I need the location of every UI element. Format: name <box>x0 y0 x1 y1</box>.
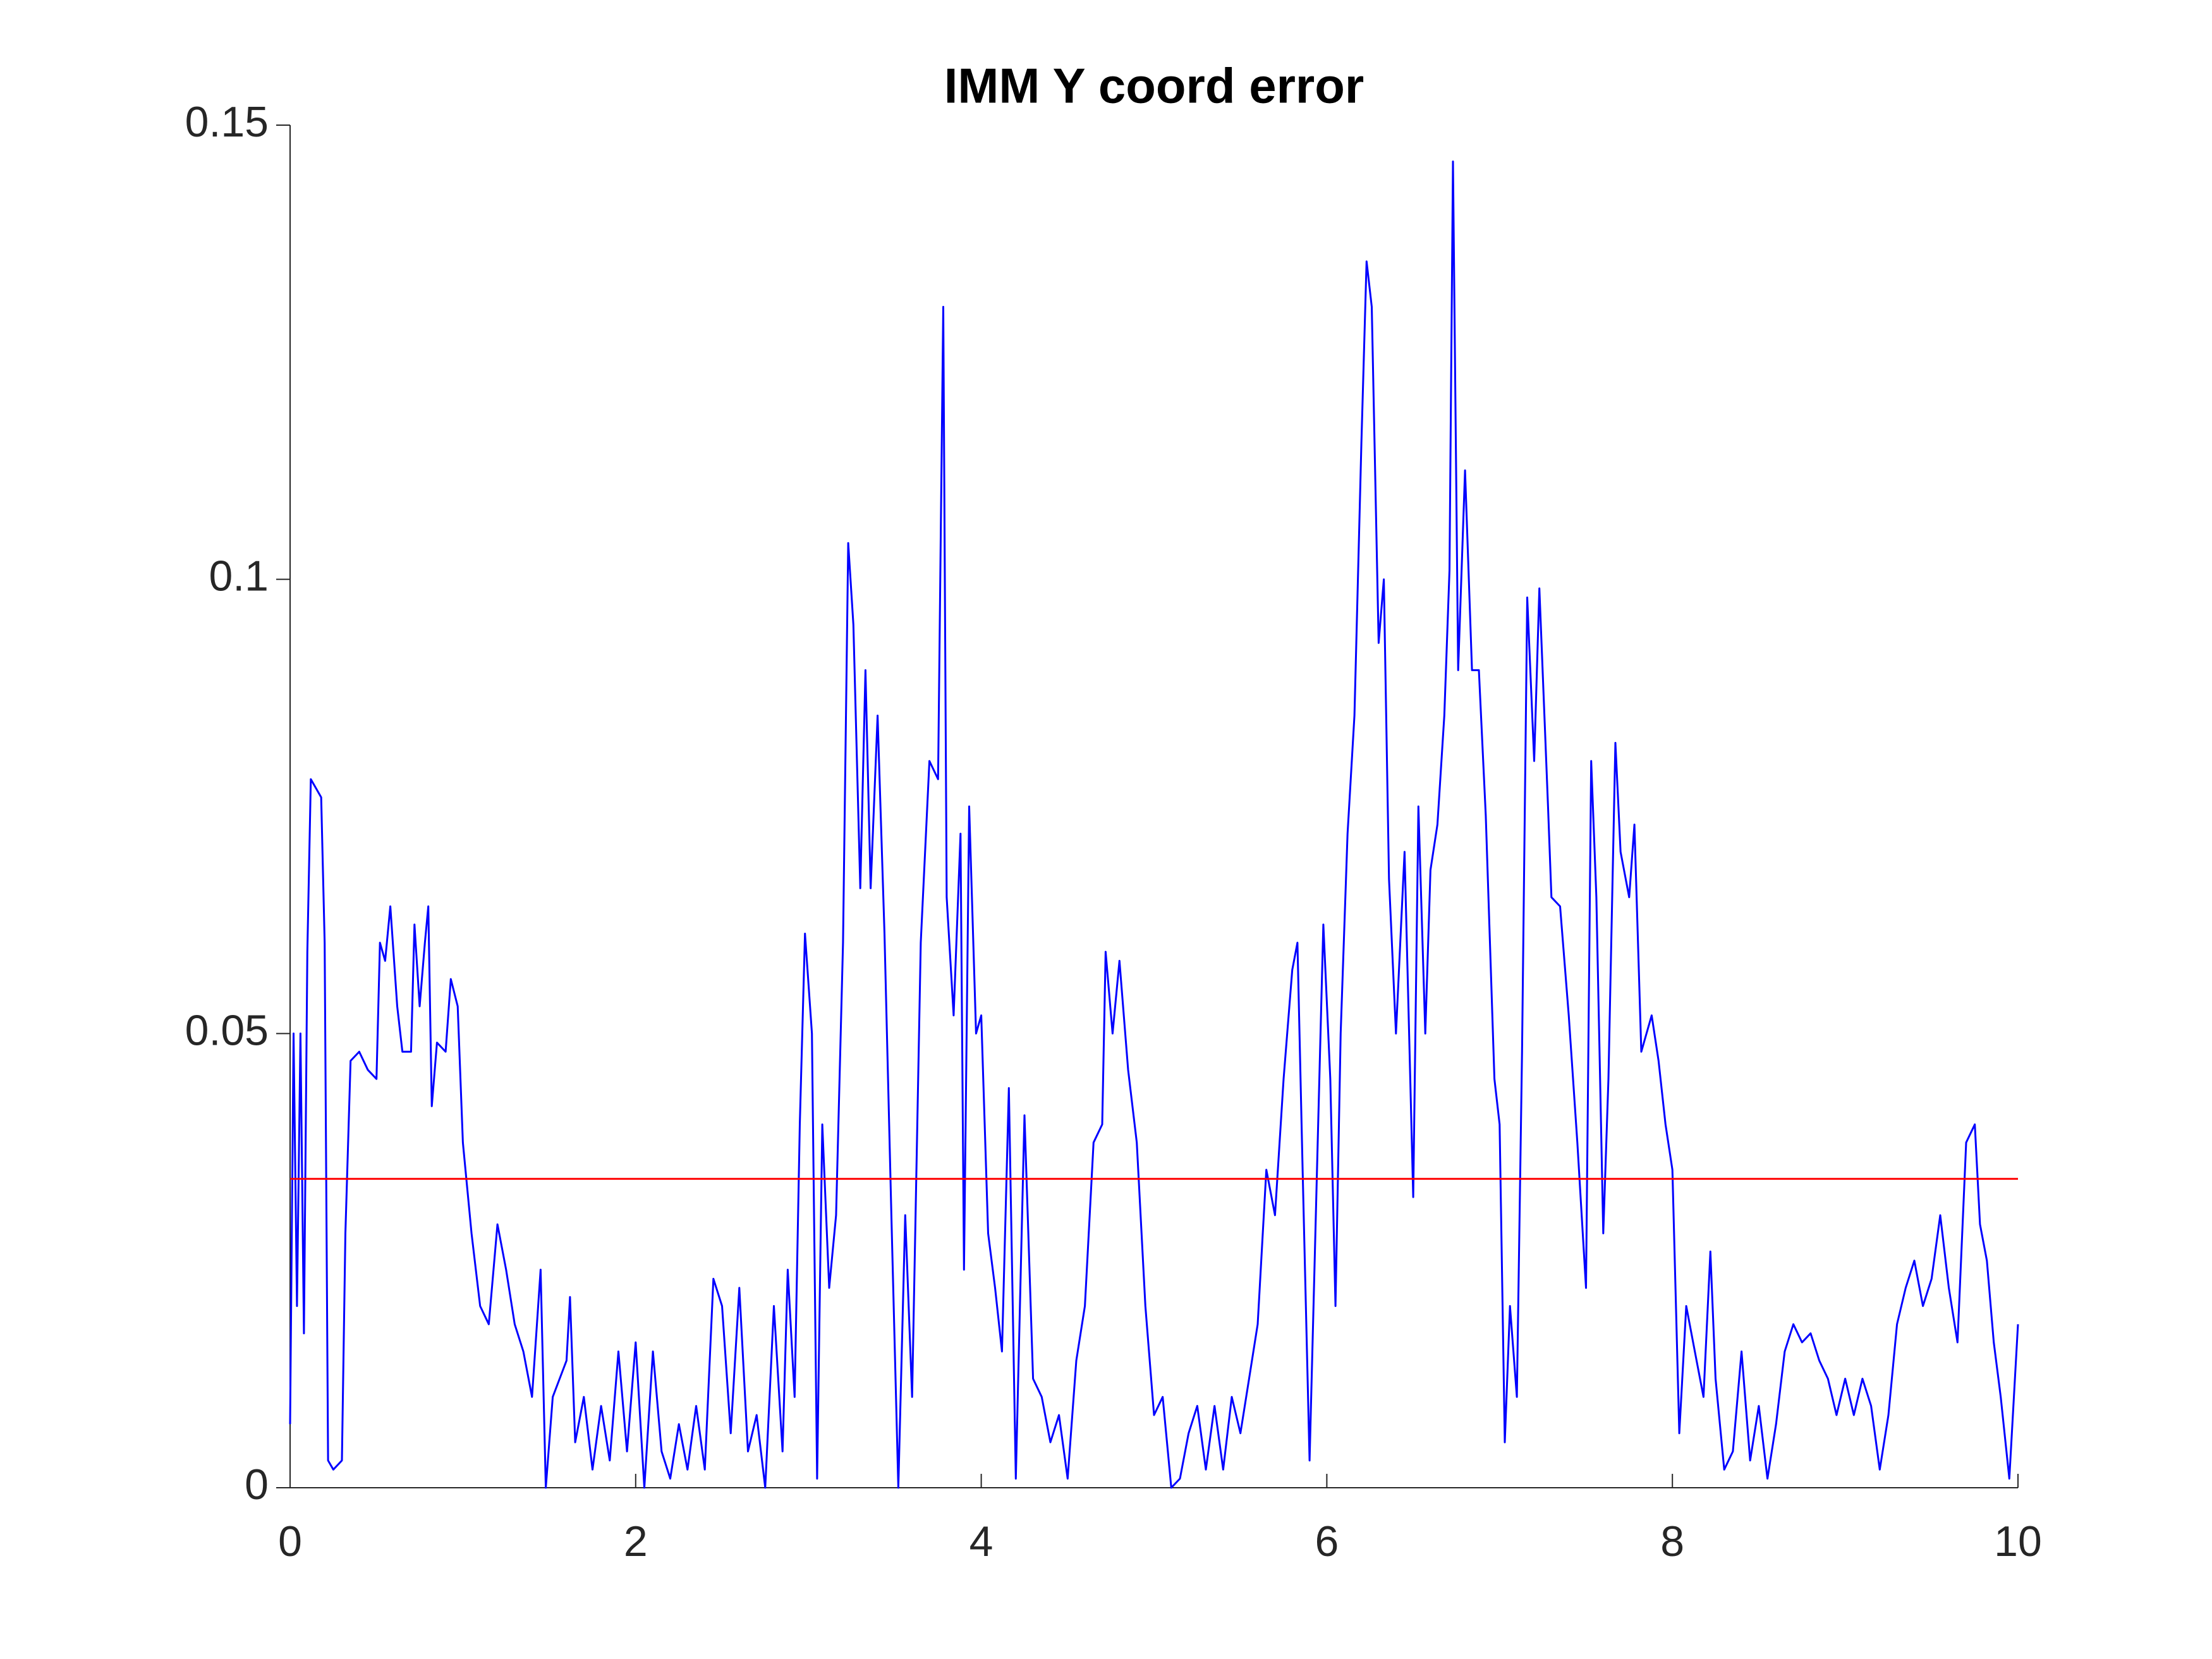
y-tick-label: 0.1 <box>209 552 269 600</box>
data-line <box>289 161 2019 1489</box>
x-tick-label: 8 <box>1660 1517 1684 1565</box>
y-tick-label: 0 <box>245 1461 269 1509</box>
chart-title: IMM Y coord error <box>944 58 1364 114</box>
x-tick-label: 0 <box>278 1517 302 1565</box>
y-tick-label: 0.15 <box>185 98 269 146</box>
x-tick-label: 2 <box>624 1517 648 1565</box>
x-tick-label: 10 <box>1994 1517 2042 1565</box>
x-tick-label: 6 <box>1315 1517 1339 1565</box>
y-tick-label: 0.05 <box>185 1006 269 1054</box>
x-tick-label: 4 <box>969 1517 994 1565</box>
